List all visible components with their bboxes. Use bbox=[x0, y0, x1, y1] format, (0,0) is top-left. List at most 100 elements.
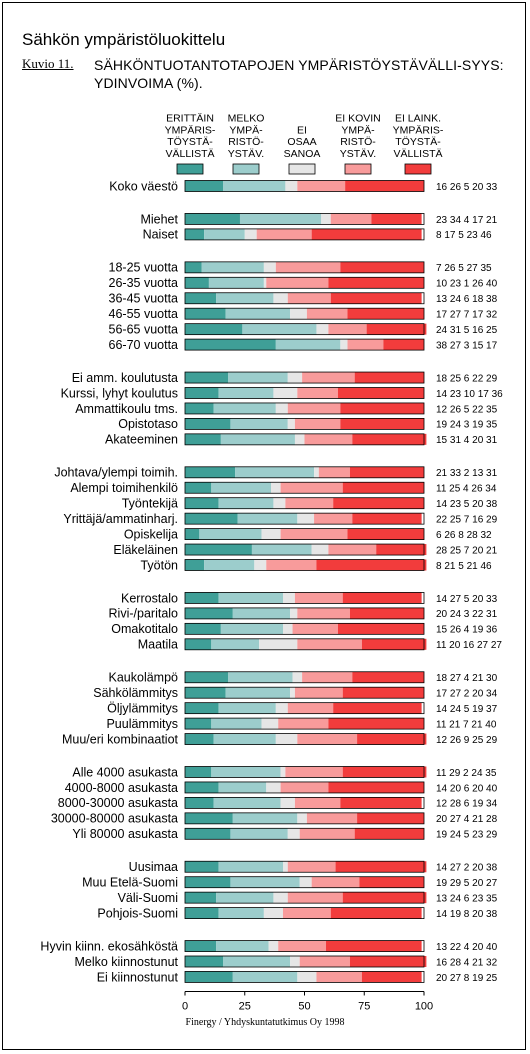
bar-segment bbox=[230, 418, 288, 430]
bar-segment bbox=[290, 607, 298, 619]
bar-segment bbox=[342, 482, 424, 494]
bar-segment bbox=[213, 402, 276, 414]
bar-segment bbox=[287, 372, 303, 384]
bar-segment bbox=[273, 497, 286, 509]
bar-segment bbox=[218, 387, 274, 399]
bar-segment bbox=[342, 592, 422, 604]
bar-segment bbox=[383, 339, 424, 351]
bar-segment bbox=[287, 828, 300, 840]
bar-segment bbox=[321, 213, 331, 225]
value-labels: 15 31 4 20 31 bbox=[436, 435, 498, 446]
bar-segment bbox=[185, 956, 224, 967]
bar-segment bbox=[337, 623, 424, 635]
bar-segment bbox=[185, 623, 221, 635]
page-title: Sähkön ympäristöluokittelu bbox=[22, 30, 226, 49]
bar-segment bbox=[345, 180, 424, 192]
bar-segment bbox=[185, 497, 219, 509]
bar-outline bbox=[184, 276, 425, 289]
bar-segment bbox=[275, 261, 341, 273]
legend-label: TÖYSTÄ- bbox=[395, 136, 441, 148]
row-label: 4000-8000 asukasta bbox=[65, 781, 178, 795]
bar-segment bbox=[185, 387, 219, 399]
row-label: Akateeminen bbox=[105, 433, 178, 447]
bar-segment bbox=[349, 607, 424, 619]
bar-segment bbox=[185, 907, 219, 919]
value-labels: 38 27 3 15 17 bbox=[436, 340, 498, 351]
row-label: Työtön bbox=[140, 558, 178, 572]
row-label: 26-35 vuotta bbox=[109, 276, 179, 290]
row-label: Muu Etelä-Suomi bbox=[82, 876, 178, 890]
bar-segment bbox=[328, 277, 424, 289]
bar-outline bbox=[184, 402, 425, 415]
bar-segment bbox=[280, 766, 286, 778]
bar-segment bbox=[290, 308, 307, 320]
bar-segment bbox=[185, 292, 217, 304]
bar-segment bbox=[223, 180, 286, 192]
row-label: Puulämmitys bbox=[106, 717, 178, 731]
bar-segment bbox=[232, 607, 291, 619]
bar-segment bbox=[185, 971, 233, 983]
bar-outline bbox=[184, 528, 425, 540]
source-note: Finergy / Yhdyskuntatutkimus Oy 1998 bbox=[185, 1017, 345, 1028]
bar-segment bbox=[287, 418, 295, 430]
bar-segment bbox=[297, 387, 338, 399]
value-labels: 17 27 2 20 34 bbox=[436, 689, 498, 700]
row-label: Opiskelija bbox=[124, 527, 178, 541]
legend-label: TÖYSTÄ- bbox=[167, 136, 213, 148]
bar-segment bbox=[220, 623, 283, 635]
bar-segment bbox=[328, 323, 367, 335]
legend-swatch bbox=[176, 163, 204, 175]
bar-segment bbox=[273, 892, 288, 904]
value-labels: 18 27 4 21 30 bbox=[436, 673, 498, 684]
bar-segment bbox=[354, 828, 424, 840]
row-label: Muu/eri kombinaatiot bbox=[62, 732, 179, 746]
bar-outline bbox=[184, 387, 425, 399]
bar-segment bbox=[314, 466, 319, 478]
bar-segment bbox=[185, 466, 236, 478]
bar-segment bbox=[261, 718, 279, 730]
bar-outline bbox=[184, 860, 425, 873]
bar-segment bbox=[218, 497, 274, 509]
bar-outline bbox=[184, 812, 425, 825]
bar-segment bbox=[340, 797, 422, 809]
bar-segment bbox=[311, 544, 329, 556]
row-label: Johtava/ylempi toimih. bbox=[54, 466, 178, 480]
bar-segment bbox=[280, 482, 343, 494]
bar-segment bbox=[280, 797, 295, 809]
bar-segment bbox=[316, 323, 329, 335]
value-labels: 14 23 10 17 36 bbox=[436, 389, 503, 400]
legend-swatch bbox=[344, 163, 372, 175]
bar-segment bbox=[287, 861, 336, 873]
value-labels: 14 23 5 20 38 bbox=[436, 499, 498, 510]
bar-segment bbox=[282, 592, 295, 604]
bar-segment bbox=[297, 638, 362, 650]
bar-outline bbox=[184, 971, 425, 983]
bar-segment bbox=[294, 433, 305, 445]
bar-segment bbox=[218, 592, 283, 604]
value-labels: 19 29 5 20 27 bbox=[436, 878, 498, 889]
x-tick-label: 100 bbox=[415, 1000, 433, 1012]
row-label: Omakotitalo bbox=[111, 622, 178, 636]
bar-segment bbox=[294, 687, 343, 699]
bar-segment bbox=[294, 797, 341, 809]
legend-swatch bbox=[288, 163, 316, 175]
bar-segment bbox=[208, 277, 264, 289]
bar-segment bbox=[278, 940, 327, 952]
bar-segment bbox=[330, 907, 422, 919]
bar-segment bbox=[268, 940, 279, 952]
row-label: Sähkölämmitys bbox=[93, 686, 178, 700]
bar-segment bbox=[185, 418, 231, 430]
row-label: Työntekijä bbox=[122, 497, 178, 511]
bar-segment bbox=[251, 544, 312, 556]
row-label: Ei amm. koulutusta bbox=[72, 371, 178, 385]
bar-segment bbox=[220, 433, 295, 445]
bar-segment bbox=[330, 213, 372, 225]
row-label: 66-70 vuotta bbox=[109, 338, 179, 352]
bar-outline bbox=[184, 481, 425, 494]
bar-segment bbox=[333, 497, 424, 509]
bar-segment bbox=[204, 228, 245, 240]
bar-segment bbox=[185, 812, 233, 824]
value-labels: 12 26 5 22 35 bbox=[436, 404, 498, 415]
bar-segment bbox=[201, 261, 264, 273]
bar-segment bbox=[292, 623, 338, 635]
